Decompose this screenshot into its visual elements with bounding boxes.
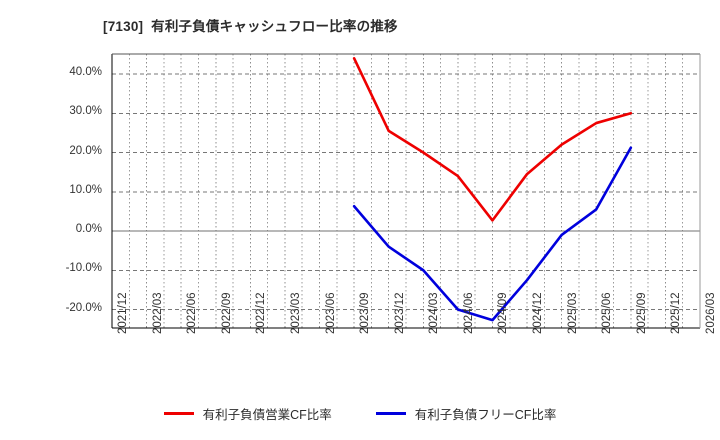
data-series-layer bbox=[352, 56, 633, 322]
x-axis-tick-label: 2024/12 bbox=[532, 292, 545, 334]
x-axis-tick-label: 2023/06 bbox=[324, 292, 337, 334]
legend-label: 有利子負債営業CF比率 bbox=[202, 408, 332, 422]
y-axis-tick-label: -20.0% bbox=[65, 301, 102, 314]
chart-title: [7130] 有利子負債キャッシュフロー比率の推移 bbox=[103, 19, 398, 34]
x-axis-tick-label: 2022/03 bbox=[151, 292, 164, 334]
series-line-1 bbox=[352, 56, 633, 222]
x-axis-tick-label: 2026/03 bbox=[705, 292, 717, 334]
legend-line-swatch bbox=[375, 412, 406, 415]
x-axis-tick-label: 2025/09 bbox=[635, 292, 648, 334]
x-axis-tick-label: 2023/03 bbox=[289, 292, 302, 334]
y-axis-tick-label: 30.0% bbox=[69, 105, 102, 118]
x-axis-tick-label: 2022/12 bbox=[255, 292, 268, 334]
x-axis-tick-label: 2023/12 bbox=[393, 292, 406, 334]
legend-label: 有利子負債フリーCF比率 bbox=[414, 408, 557, 422]
y-axis-tick-label: 40.0% bbox=[69, 66, 102, 78]
grid-lines bbox=[111, 54, 701, 328]
x-axis-tick-label: 2021/12 bbox=[117, 292, 129, 334]
y-axis-tick-label: -10.0% bbox=[65, 262, 102, 275]
x-axis-tick-label: 2022/09 bbox=[220, 292, 233, 334]
legend-entry[interactable]: 有利子負債営業CF比率 bbox=[163, 404, 332, 423]
x-axis-tick-label: 2025/12 bbox=[670, 292, 683, 334]
y-axis-tick-label: 20.0% bbox=[69, 144, 102, 157]
chart-legend: 有利子負債営業CF比率 有利子負債フリーCF比率 bbox=[0, 404, 720, 423]
legend-line-swatch bbox=[163, 412, 194, 415]
x-axis-tick-label: 2023/09 bbox=[359, 292, 372, 334]
legend-entry[interactable]: 有利子負債フリーCF比率 bbox=[375, 404, 557, 423]
x-axis-tick-label: 2025/06 bbox=[601, 292, 614, 334]
series-line-2 bbox=[352, 146, 633, 322]
y-axis-tick-label: 10.0% bbox=[69, 183, 102, 196]
x-axis-tick-label: 2024/06 bbox=[462, 292, 475, 334]
axis-lines bbox=[111, 53, 701, 329]
x-axis-tick-label: 2025/03 bbox=[566, 292, 579, 334]
x-axis-tick-label: 2022/06 bbox=[186, 292, 199, 334]
y-axis-tick-label: 0.0% bbox=[75, 223, 102, 235]
x-axis-tick-label: 2024/09 bbox=[497, 292, 510, 334]
x-axis-tick-label: 2024/03 bbox=[428, 292, 441, 334]
